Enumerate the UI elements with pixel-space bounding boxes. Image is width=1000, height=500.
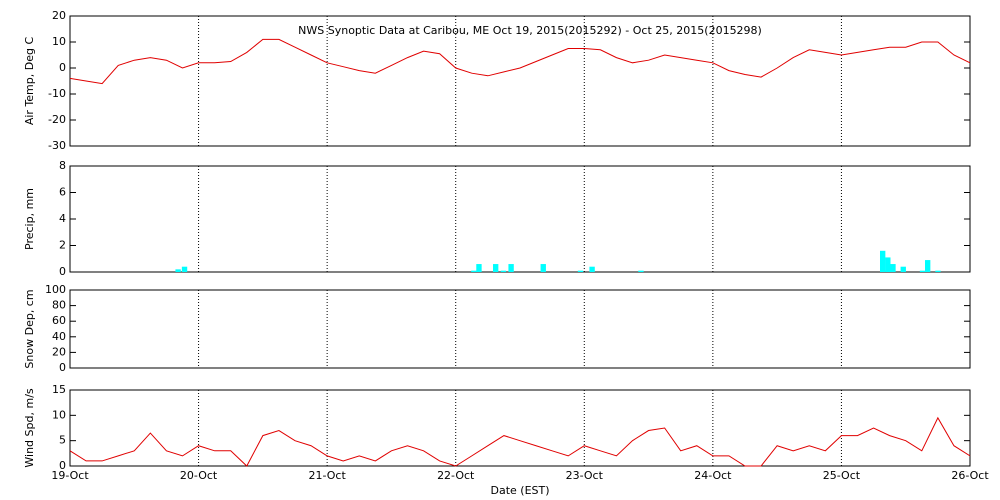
bar xyxy=(577,270,584,272)
x-tick-label: 25-Oct xyxy=(823,469,861,482)
bar xyxy=(476,264,482,272)
x-tick-label: 20-Oct xyxy=(180,469,218,482)
y-tick-label: 0 xyxy=(59,61,66,74)
y-axis-label: Precip, mm xyxy=(23,188,36,250)
bar xyxy=(500,270,507,272)
y-axis-label: Snow Dep, cm xyxy=(23,289,36,368)
plot-frame xyxy=(69,389,971,467)
y-tick-label: -20 xyxy=(48,113,66,126)
bar xyxy=(175,269,181,272)
bar xyxy=(181,266,188,272)
y-tick-label: 2 xyxy=(59,239,66,252)
y-tick-label: -30 xyxy=(48,139,66,152)
x-tick-label: 23-Oct xyxy=(566,469,604,482)
bar xyxy=(925,260,931,272)
y-tick-label: 8 xyxy=(59,159,66,172)
y-tick-label: 60 xyxy=(52,314,66,327)
bar xyxy=(638,270,644,272)
y-tick-label: 0 xyxy=(59,361,66,374)
y-tick-label: 4 xyxy=(59,212,66,225)
bar xyxy=(900,266,906,272)
plot-frame xyxy=(69,15,971,147)
y-axis-label: Wind Spd, m/s xyxy=(23,388,36,468)
y-tick-label: 5 xyxy=(59,434,66,447)
x-tick-label: 21-Oct xyxy=(308,469,346,482)
y-tick-label: 15 xyxy=(52,383,66,396)
x-tick-label: 19-Oct xyxy=(51,469,89,482)
y-tick-label: 100 xyxy=(45,283,66,296)
bar xyxy=(919,270,926,272)
x-tick-label: 22-Oct xyxy=(437,469,475,482)
bar xyxy=(880,250,886,272)
y-tick-label: 80 xyxy=(52,299,66,312)
bar xyxy=(890,264,896,272)
y-tick-label: 0 xyxy=(59,265,66,278)
x-tick-label: 26-Oct xyxy=(951,469,989,482)
plot-frame xyxy=(69,165,971,273)
y-tick-label: 20 xyxy=(52,345,66,358)
x-tick-label: 24-Oct xyxy=(694,469,732,482)
y-tick-label: 40 xyxy=(52,330,66,343)
bar xyxy=(540,264,546,272)
bar xyxy=(885,257,891,272)
chart-title: NWS Synoptic Data at Caribou, ME Oct 19,… xyxy=(298,24,762,37)
y-tick-label: 10 xyxy=(52,408,66,421)
x-axis-label: Date (EST) xyxy=(490,484,549,497)
bar xyxy=(508,264,514,272)
bar xyxy=(471,270,477,272)
plot-frame xyxy=(69,289,971,369)
bar xyxy=(493,264,499,272)
y-tick-label: 6 xyxy=(59,186,66,199)
y-tick-label: 20 xyxy=(52,9,66,22)
y-axis-label: Air Temp, Deg C xyxy=(23,37,36,126)
bar xyxy=(935,270,941,272)
data-line xyxy=(69,38,971,85)
y-tick-label: -10 xyxy=(48,87,66,100)
data-line xyxy=(69,416,971,467)
bar xyxy=(589,266,595,272)
y-tick-label: 0 xyxy=(59,459,66,472)
y-tick-label: 10 xyxy=(52,35,66,48)
